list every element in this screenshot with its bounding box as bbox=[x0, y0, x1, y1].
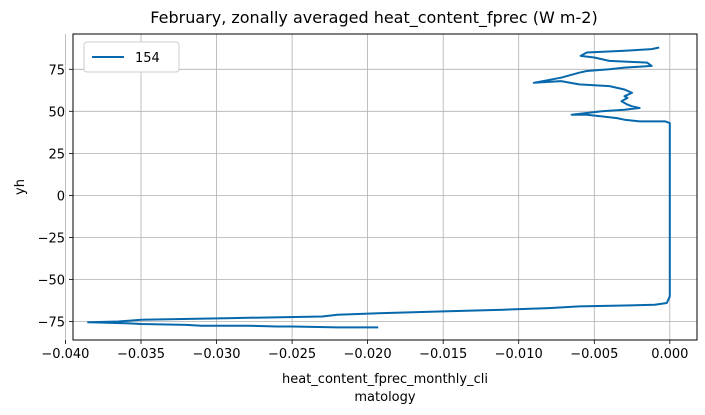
y-tick-label: 50 bbox=[48, 105, 65, 120]
x-tick-label: −0.035 bbox=[117, 347, 165, 362]
chart-title: February, zonally averaged heat_content_… bbox=[150, 8, 597, 28]
x-tick-label: 0.000 bbox=[651, 347, 688, 362]
y-axis-label: yh bbox=[13, 179, 28, 195]
x-tick-label: −0.025 bbox=[268, 347, 316, 362]
y-tick-label: 75 bbox=[48, 63, 65, 78]
x-tick-label: −0.010 bbox=[495, 347, 543, 362]
x-tick-label: −0.040 bbox=[41, 347, 89, 362]
y-tick-label: −75 bbox=[38, 316, 65, 331]
y-tick-label: −50 bbox=[38, 274, 65, 289]
x-axis-label-line-2: matology bbox=[354, 390, 415, 405]
x-tick-label: −0.015 bbox=[419, 347, 467, 362]
y-tick-label: 0 bbox=[57, 189, 65, 204]
y-tick-label: 25 bbox=[48, 147, 65, 162]
x-tick-label: −0.005 bbox=[570, 347, 618, 362]
legend-box bbox=[83, 41, 180, 73]
legend-label: 154 bbox=[135, 51, 160, 66]
y-axis: −75 −50 −25 0 25 50 75 bbox=[38, 63, 73, 331]
plot-frame bbox=[72, 33, 698, 341]
x-tick-label: −0.020 bbox=[344, 347, 392, 362]
series-line bbox=[87, 46, 671, 329]
legend: 154 bbox=[83, 41, 180, 73]
x-axis: −0.040 −0.035 −0.030 −0.025 −0.020 −0.015 −0.0… bbox=[41, 340, 688, 362]
x-axis-label-line-1: heat_content_fprec_monthly_cli bbox=[282, 372, 488, 387]
grid-lines bbox=[65, 34, 697, 340]
x-tick-label: −0.030 bbox=[192, 347, 240, 362]
y-tick-label: −25 bbox=[38, 231, 65, 246]
series-layer bbox=[87, 46, 671, 329]
